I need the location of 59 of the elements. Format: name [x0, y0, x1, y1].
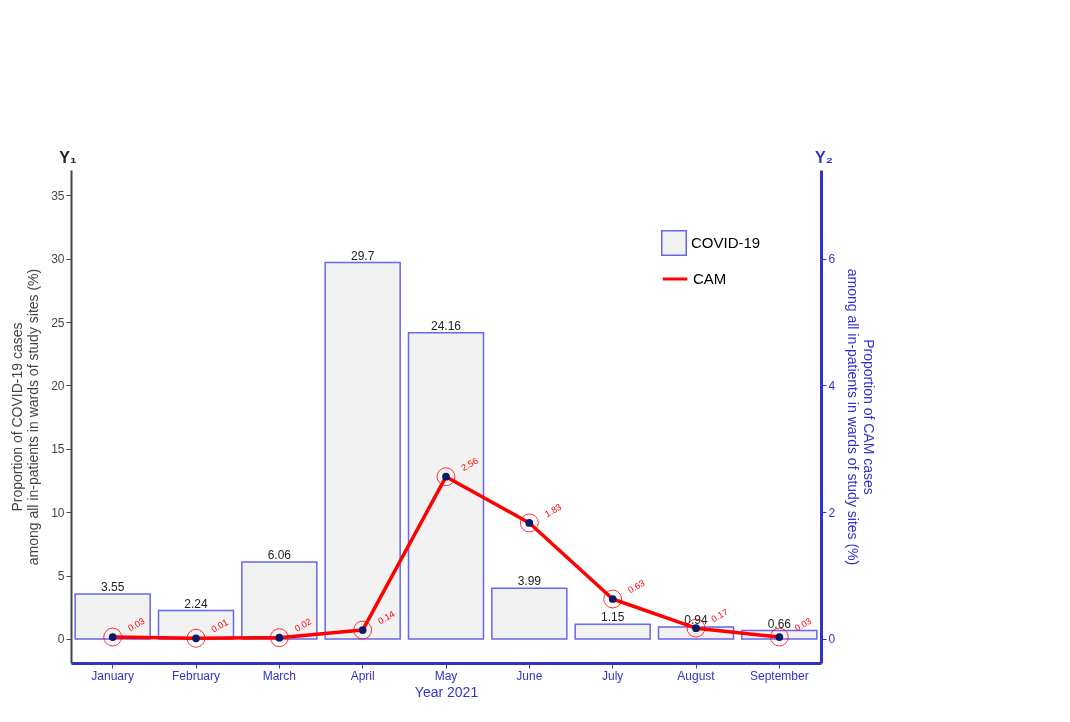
x-tick-label: April — [350, 668, 375, 683]
y-tick-label: 0 — [57, 632, 65, 647]
text: Y₁ — [59, 149, 78, 166]
y2-tick-label: 4 — [828, 378, 836, 393]
data-label: 1.83 — [542, 501, 564, 520]
bar — [74, 593, 151, 640]
data-label: 0.03 — [126, 615, 147, 634]
y2-tick-label: 2 — [828, 505, 836, 520]
x-tick-label: January — [91, 668, 135, 683]
point — [353, 620, 373, 640]
point — [269, 628, 289, 648]
data-label: 0.63 — [626, 577, 647, 596]
data-label: 6.06 — [267, 548, 292, 563]
data-label: 0.01 — [209, 617, 230, 635]
point — [103, 627, 123, 647]
data-label: 29.7 — [350, 248, 375, 263]
x-tick-label: June — [516, 668, 543, 683]
y2-axis-title: Proportion of CAM cases among all in-patients in wards of study sites (%) — [845, 268, 878, 566]
data-label: 3.99 — [517, 574, 542, 589]
legend-label: CAM — [693, 270, 727, 287]
y-tick-label: 5 — [57, 569, 65, 584]
data-label: 2.24 — [184, 596, 208, 611]
bar — [324, 261, 401, 640]
x-tick-label: February — [171, 668, 221, 683]
point — [603, 589, 623, 609]
data-label: 2.56 — [459, 455, 480, 473]
x-tick-label: September — [749, 668, 809, 683]
y-tick-label: 20 — [51, 378, 65, 393]
point — [769, 627, 789, 647]
x-tick-label: May — [434, 668, 458, 683]
data-label: 0.14 — [376, 608, 397, 627]
data-label: 0.02 — [292, 616, 314, 634]
legend-label: COVID-19 — [691, 234, 761, 251]
data-label: 24.16 — [430, 318, 462, 333]
bar — [574, 623, 651, 640]
data-label: 0.66 — [767, 616, 792, 631]
point — [186, 628, 206, 648]
x-tick-label: March — [262, 668, 297, 683]
y-tick-label: 15 — [51, 442, 65, 457]
y2-tick-label: 6 — [828, 252, 836, 267]
y2-tick-label: 0 — [828, 632, 836, 647]
y-axis-title: Proportion of COVID-19 cases among all in-patients in wards of study sites (%) — [9, 268, 42, 566]
data-label: 0.03 — [792, 615, 814, 634]
y-tick-label: 30 — [51, 252, 65, 267]
x-tick-label: July — [601, 668, 624, 683]
bar — [491, 587, 568, 640]
y-tick-label: 25 — [51, 315, 65, 330]
y-tick-label: 35 — [51, 188, 65, 203]
x-axis-title: Year 2021 — [414, 683, 479, 700]
point — [436, 467, 456, 487]
text: Y₂ — [815, 149, 833, 166]
bar — [241, 561, 318, 640]
data-label: 0.17 — [709, 606, 730, 625]
data-label: 3.55 — [100, 579, 125, 594]
y-tick-label: 10 — [51, 505, 65, 520]
data-label: 1.15 — [600, 610, 625, 625]
point — [519, 513, 539, 533]
bar — [407, 331, 485, 640]
x-tick-label: August — [677, 668, 716, 683]
